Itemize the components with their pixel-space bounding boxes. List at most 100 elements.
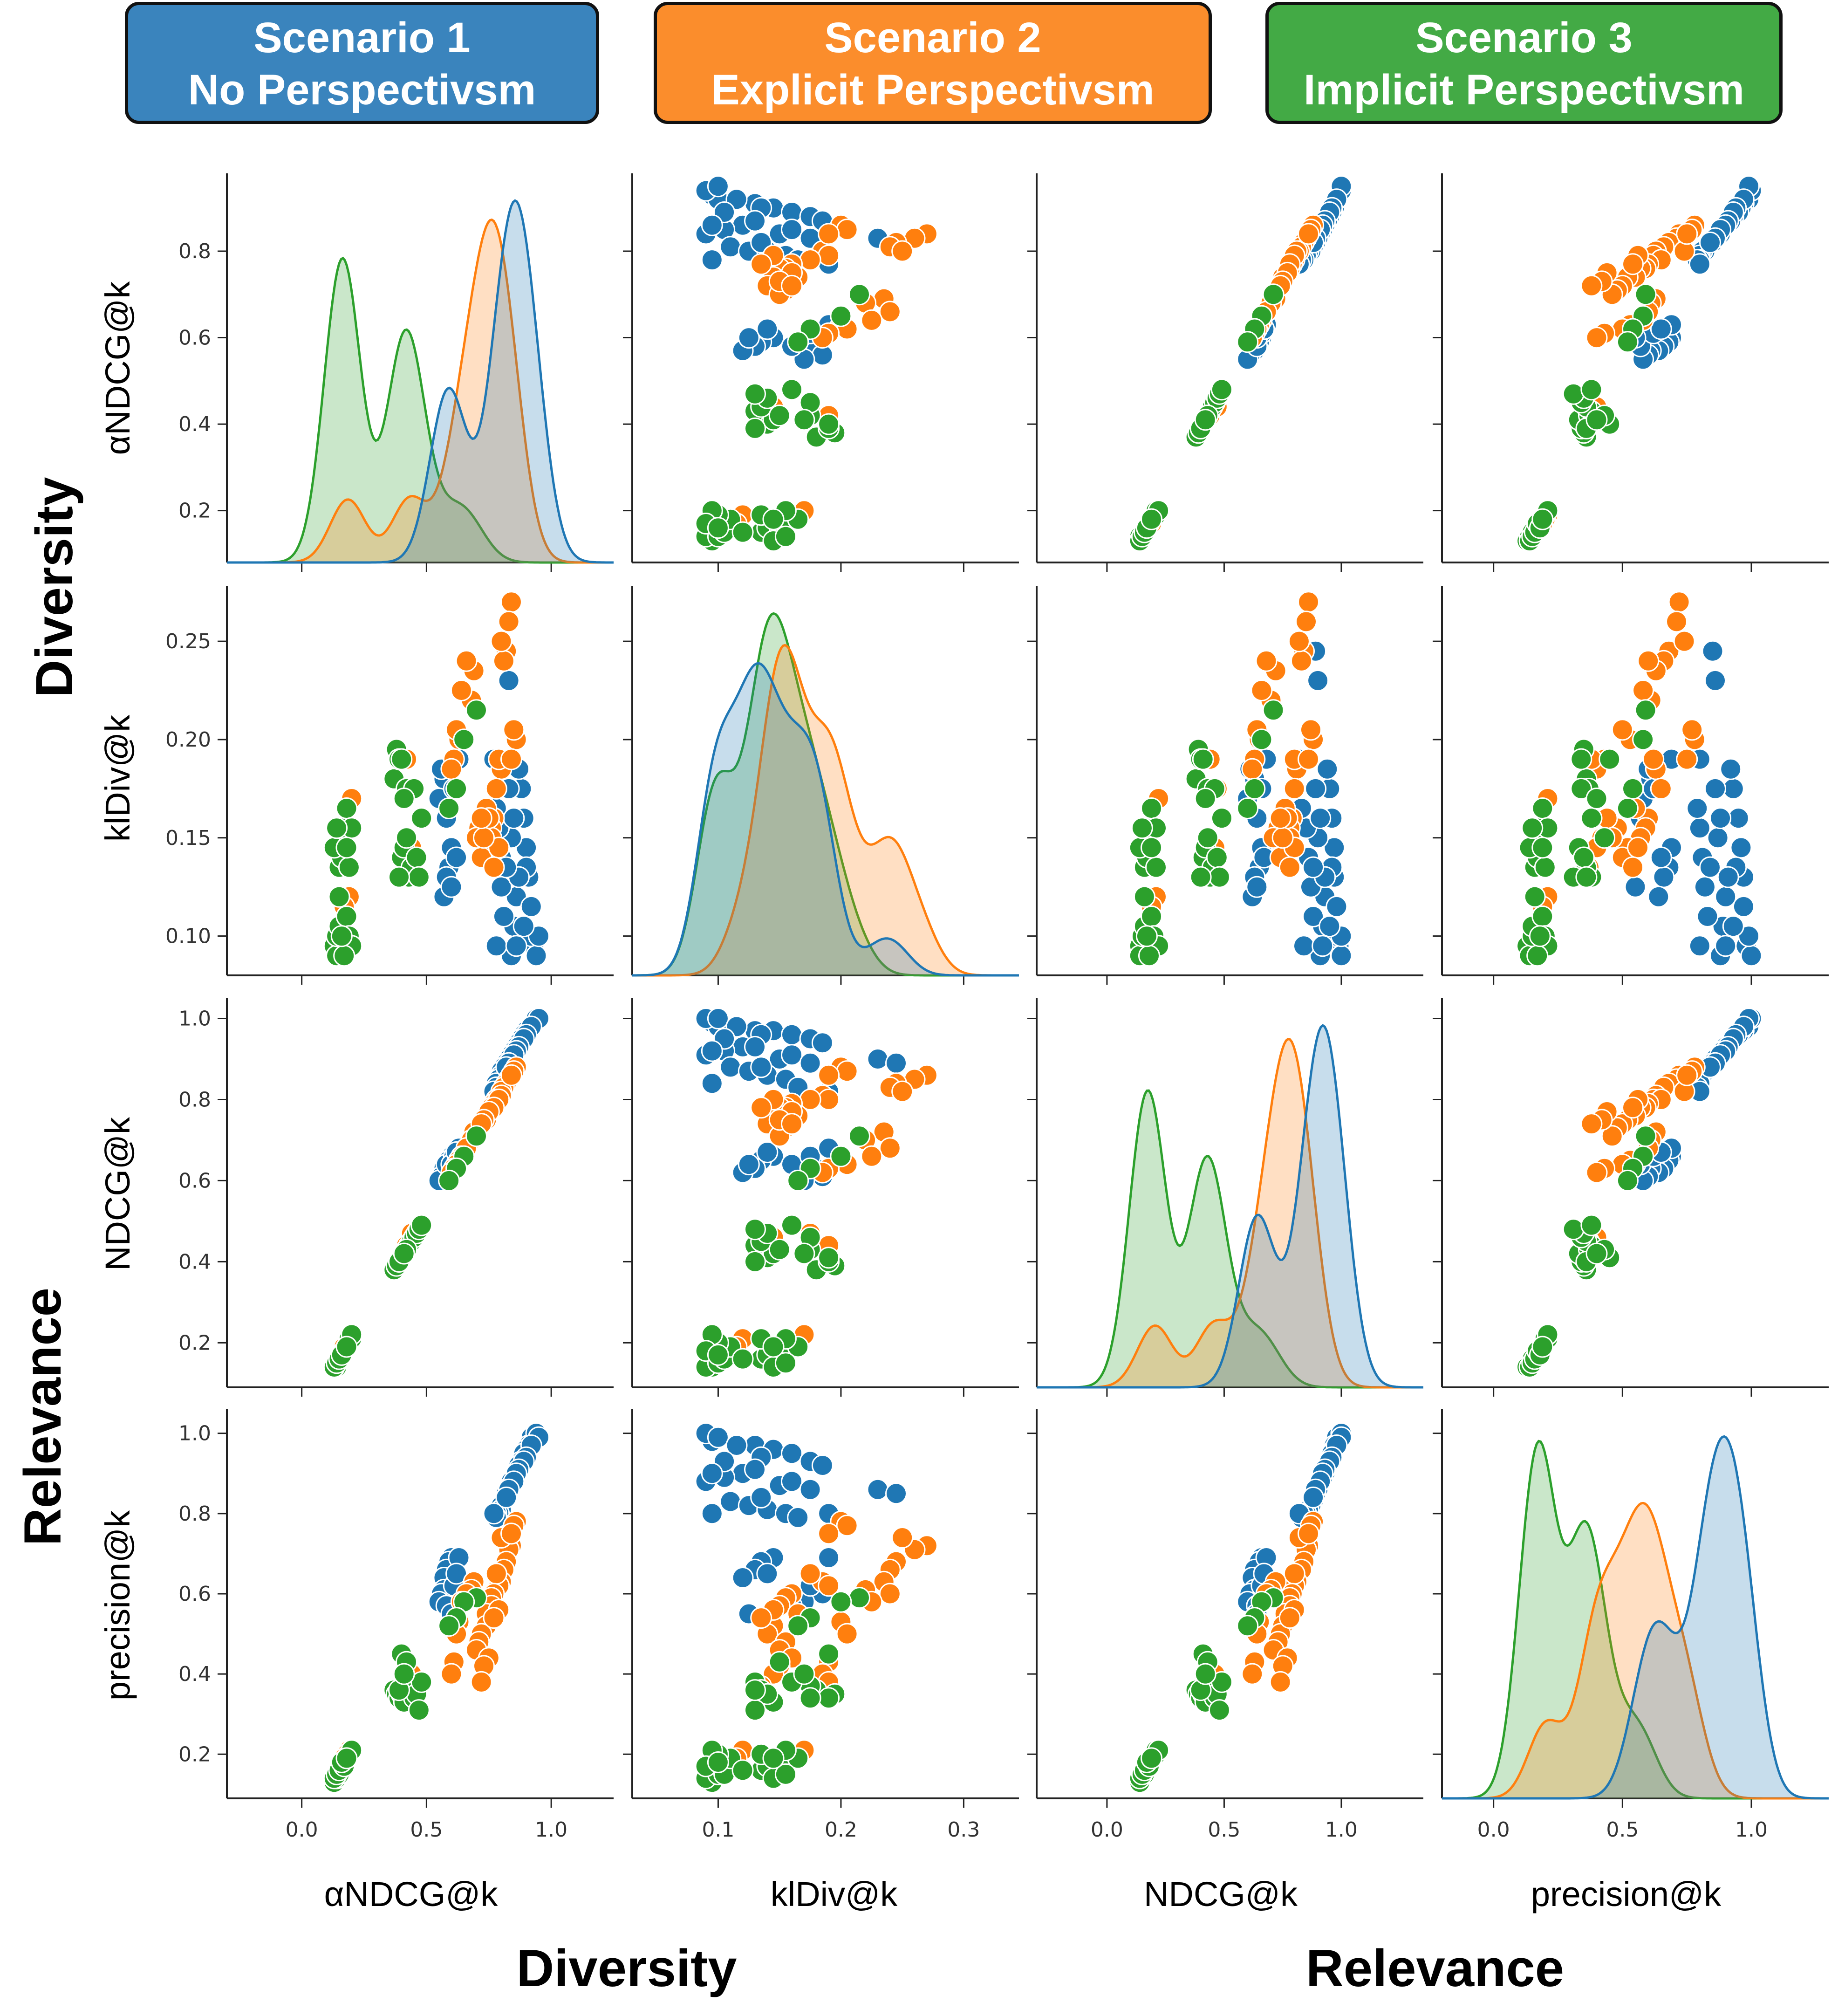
scenario-3-label: Scenario 3 Implicit Perspectivsm [1265, 2, 1783, 124]
data-point-scenario-1 [492, 905, 515, 927]
pairplot-panels: 0.2 0.4 0.6 0.8 0.10 0.15 0.20 0.25 0.2 0.4 0.6 0.8… [165, 173, 1829, 1842]
data-point-scenario-1 [701, 1462, 723, 1485]
data-point-scenario-2 [1300, 719, 1322, 741]
data-point-scenario-1 [505, 935, 527, 957]
data-point-scenario-2 [1676, 223, 1698, 245]
data-point-scenario-2 [818, 223, 840, 245]
axis-labels: αNDCG@k klDiv@k NDCG@k precision@k Diver… [14, 281, 1722, 1997]
y-tick-label: 0.4 [178, 412, 211, 436]
data-point-scenario-1 [885, 1482, 907, 1505]
data-point-scenario-3 [818, 1687, 840, 1709]
data-point-scenario-3 [1141, 508, 1162, 530]
data-point-scenario-2 [1298, 1522, 1319, 1545]
data-point-scenario-3 [335, 837, 358, 859]
data-point-scenario-3 [1244, 777, 1266, 800]
data-point-scenario-3 [1189, 866, 1212, 888]
data-point-scenario-1 [1720, 758, 1742, 780]
kde-line-scenario-2 [632, 644, 1019, 977]
data-point-scenario-3 [848, 1587, 870, 1609]
data-point-scenario-2 [879, 1137, 901, 1159]
panel-kldivk-vs-andcgk: 0.10 0.15 0.20 0.25 [165, 586, 614, 985]
y-tick-label: 0.6 [178, 326, 211, 350]
y-tick-label: 1.0 [178, 1007, 211, 1030]
scenario-1-label: Scenario 1 No Perspectivsm [125, 2, 599, 124]
panel-kldivk-vs-precisionk [1433, 586, 1829, 985]
data-point-scenario-1 [707, 1426, 729, 1448]
data-point-scenario-3 [848, 283, 870, 306]
data-point-scenario-3 [393, 1242, 415, 1265]
data-point-scenario-3 [438, 797, 460, 819]
x-axis-label-andcg: αNDCG@k [324, 1875, 499, 1913]
data-point-scenario-2 [500, 748, 522, 770]
data-point-scenario-1 [799, 1478, 821, 1501]
data-point-scenario-1 [1740, 945, 1763, 967]
data-point-scenario-1 [867, 1478, 889, 1501]
y-tick-label: 0.2 [178, 1331, 211, 1355]
data-point-scenario-2 [1271, 827, 1294, 849]
data-point-scenario-3 [768, 1651, 791, 1673]
data-point-scenario-2 [1269, 807, 1292, 830]
data-point-scenario-2 [1632, 679, 1654, 701]
kde-line-scenario-1 [227, 199, 614, 564]
data-point-scenario-3 [396, 827, 417, 849]
data-point-scenario-1 [1650, 318, 1672, 340]
data-point-scenario-3 [1562, 1218, 1585, 1241]
data-point-scenario-3 [1192, 748, 1214, 770]
panel-precisionk-vs-kldivk: 0.1 0.2 0.3 [623, 1409, 1019, 1842]
panel-andcgk-vs-ndcgk [1027, 173, 1423, 572]
y-tick-label: 0.2 [178, 1742, 211, 1766]
data-point-scenario-3 [335, 1336, 358, 1358]
data-point-scenario-2 [500, 591, 522, 613]
row-group-label-diversity: Diversity [25, 477, 83, 697]
data-point-scenario-3 [1593, 827, 1616, 849]
data-point-scenario-2 [500, 1064, 522, 1086]
data-point-scenario-3 [793, 409, 815, 431]
x-axis-label-ndcg: NDCG@k [1144, 1875, 1298, 1913]
data-point-scenario-1 [1302, 1486, 1325, 1509]
data-point-scenario-1 [781, 1023, 803, 1046]
panel-kldivk-vs-kldivk [623, 586, 1019, 985]
data-point-scenario-3 [744, 1699, 766, 1721]
data-point-scenario-1 [744, 1458, 766, 1481]
data-point-scenario-2 [1622, 1097, 1644, 1119]
data-point-scenario-3 [799, 1687, 821, 1709]
data-point-scenario-3 [1237, 1615, 1259, 1637]
data-point-scenario-2 [1241, 758, 1264, 780]
data-point-scenario-1 [1694, 876, 1716, 898]
data-point-scenario-3 [388, 866, 410, 888]
x-tick-label: 0.5 [1606, 1818, 1639, 1842]
data-point-scenario-3 [1534, 856, 1556, 878]
data-point-scenario-2 [750, 1607, 772, 1629]
data-point-scenario-1 [744, 210, 766, 232]
data-point-scenario-2 [1666, 610, 1688, 633]
data-point-scenario-1 [445, 846, 468, 869]
panel-andcgk-vs-precisionk [1433, 173, 1829, 572]
data-point-scenario-2 [483, 856, 505, 878]
data-point-scenario-3 [830, 1591, 852, 1613]
data-point-scenario-3 [1526, 945, 1549, 967]
data-point-scenario-3 [393, 1663, 415, 1685]
data-point-scenario-2 [879, 301, 901, 323]
data-point-scenario-3 [818, 1643, 840, 1665]
data-point-scenario-2 [1283, 777, 1305, 800]
data-point-scenario-2 [1611, 719, 1633, 741]
scenario-2-label: Scenario 2 Explicit Perspectivsm [654, 2, 1212, 124]
data-point-scenario-1 [1312, 935, 1334, 957]
data-point-scenario-3 [1145, 856, 1167, 878]
data-point-scenario-1 [750, 1486, 772, 1509]
data-point-scenario-3 [793, 1242, 815, 1265]
data-point-scenario-3 [1194, 409, 1216, 431]
panel-ndcgk-vs-andcgk: 0.2 0.4 0.6 0.8 1.0 [178, 998, 614, 1397]
data-point-scenario-2 [891, 240, 914, 262]
y-tick-label: 0.15 [165, 826, 211, 850]
y-tick-label: 0.4 [178, 1250, 211, 1274]
data-point-scenario-1 [756, 1141, 779, 1163]
data-point-scenario-3 [1585, 788, 1608, 809]
data-point-scenario-3 [1531, 837, 1554, 859]
kde-fill-scenario-3 [1037, 1090, 1423, 1387]
data-point-scenario-2 [1601, 1125, 1623, 1147]
data-point-scenario-3 [744, 417, 766, 439]
data-point-scenario-2 [750, 253, 772, 275]
data-point-scenario-3 [1135, 925, 1158, 947]
data-point-scenario-1 [756, 1563, 779, 1585]
